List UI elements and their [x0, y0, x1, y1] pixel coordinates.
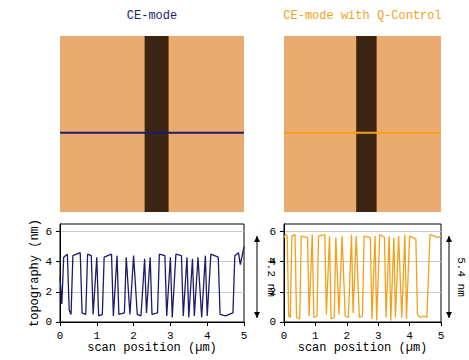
svg-text:CE-mode: CE-mode — [127, 9, 177, 23]
svg-text:scan position (µm): scan position (µm) — [87, 341, 217, 355]
svg-text:5: 5 — [241, 330, 248, 342]
svg-text:5: 5 — [438, 330, 445, 342]
svg-text:2: 2 — [269, 286, 276, 298]
svg-text:2: 2 — [45, 286, 52, 298]
svg-text:topography (nm): topography (nm) — [28, 219, 42, 327]
svg-text:1: 1 — [93, 330, 100, 342]
svg-text:0: 0 — [45, 316, 52, 328]
svg-text:4: 4 — [269, 256, 276, 268]
svg-text:0: 0 — [57, 330, 64, 342]
svg-text:6: 6 — [269, 226, 276, 238]
svg-text:3: 3 — [167, 330, 174, 342]
svg-text:CE-mode with Q-Control: CE-mode with Q-Control — [283, 9, 441, 23]
svg-text:1: 1 — [312, 330, 319, 342]
svg-text:5.4 nm: 5.4 nm — [455, 257, 467, 297]
svg-text:2: 2 — [343, 330, 350, 342]
svg-text:4: 4 — [406, 330, 413, 342]
svg-text:4: 4 — [204, 330, 211, 342]
svg-text:4: 4 — [45, 256, 52, 268]
svg-text:2: 2 — [130, 330, 137, 342]
svg-text:0: 0 — [281, 330, 288, 342]
svg-text:0: 0 — [269, 316, 276, 328]
svg-text:3: 3 — [375, 330, 382, 342]
svg-text:4.2 nm: 4.2 nm — [265, 257, 277, 297]
svg-text:scan position (µm): scan position (µm) — [298, 341, 428, 355]
svg-text:6: 6 — [45, 226, 52, 238]
